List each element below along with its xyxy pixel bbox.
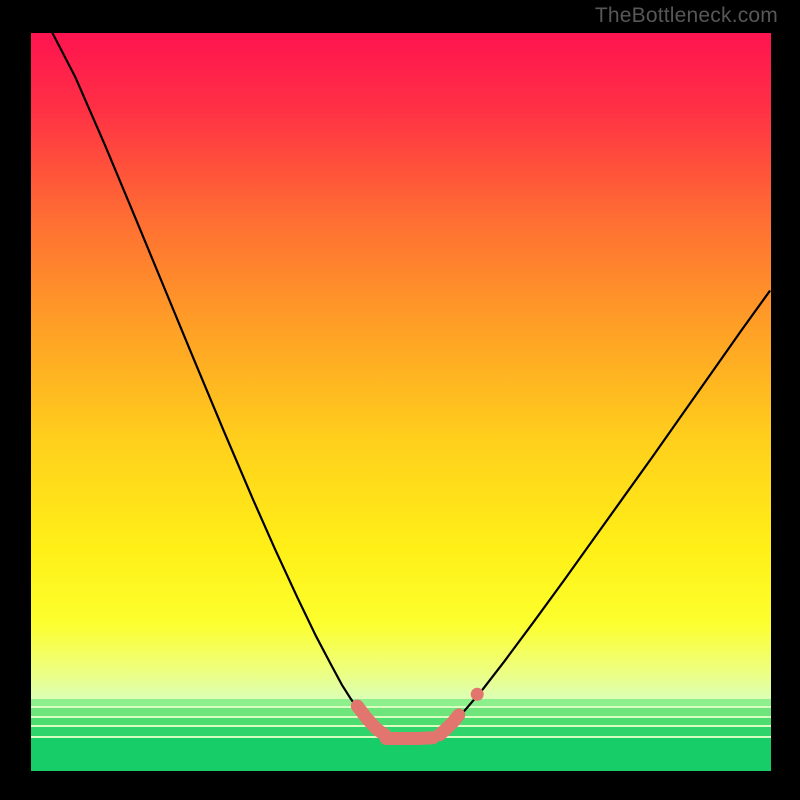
marker-segment-0 [357,706,384,735]
plot-area [31,33,771,771]
marker-segment-1 [386,738,433,739]
watermark-text: TheBottleneck.com [595,4,778,28]
curve-left [52,33,372,725]
marker-segment-2 [439,715,458,735]
chart-overlay [31,33,771,771]
curve-right [452,291,769,723]
chart-stage: TheBottleneck.com [0,0,800,800]
marker-dot [471,688,484,701]
